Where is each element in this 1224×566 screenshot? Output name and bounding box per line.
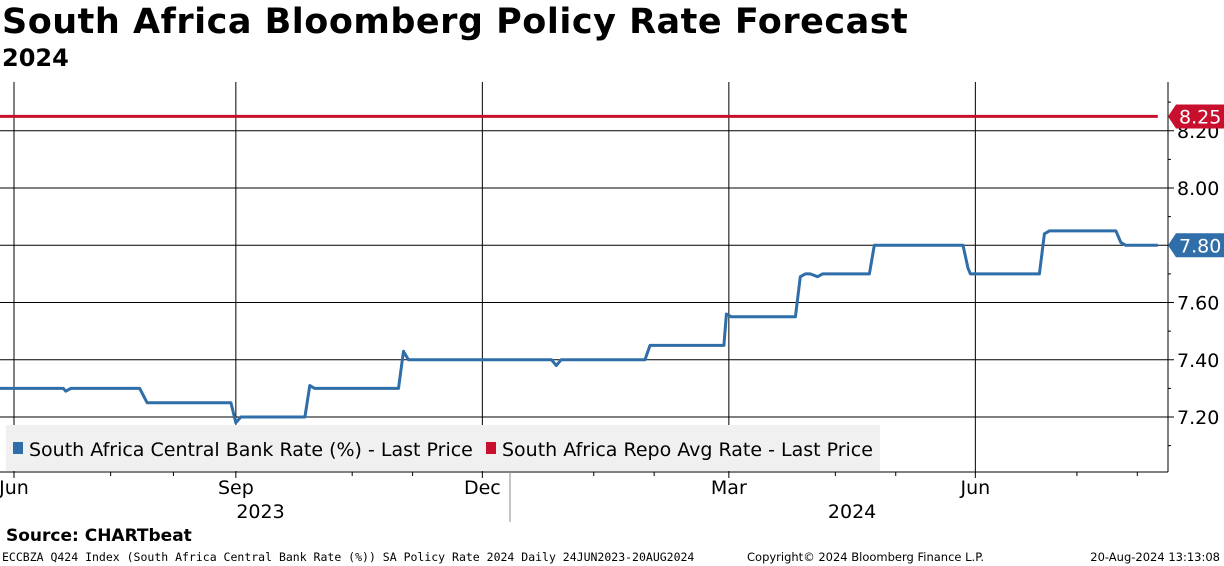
x-tick-label: Jun	[0, 477, 29, 499]
x-tick-label: Mar	[711, 477, 747, 499]
last-value-tag-central-bank: 7.80	[1179, 235, 1221, 257]
x-tick-label: Dec	[464, 477, 501, 499]
source-note: Source: CHARTbeat	[6, 526, 192, 546]
legend-swatch-repo	[486, 442, 496, 454]
last-value-tag-repo: 8.25	[1179, 106, 1221, 128]
year-label: 2024	[828, 501, 876, 523]
legend-label-central-bank: South Africa Central Bank Rate (%) - Las…	[29, 439, 473, 461]
legend-box	[6, 425, 880, 471]
x-tick-label: Sep	[218, 477, 254, 499]
y-tick-label: 7.60	[1177, 293, 1219, 315]
chart-subtitle: 2024	[2, 44, 69, 72]
last-value-tag-central-bank-bg	[1168, 233, 1224, 258]
chart-title: South Africa Bloomberg Policy Rate Forec…	[2, 2, 909, 42]
footer-ticker-info: ECCBZA Q424 Index (South Africa Central …	[2, 550, 695, 564]
y-tick-label: 8.00	[1177, 178, 1219, 200]
footer-copyright: Copyright© 2024 Bloomberg Finance L.P.	[747, 550, 984, 564]
year-label: 2023	[236, 501, 284, 523]
legend-swatch-central-bank	[13, 442, 23, 454]
x-tick-label: Jun	[960, 477, 991, 499]
legend-label-repo: South Africa Repo Avg Rate - Last Price	[502, 439, 873, 461]
series-central-bank-rate-line	[0, 229, 1158, 425]
last-value-tag-repo-bg	[1168, 104, 1224, 129]
y-tick-label: 7.20	[1177, 407, 1219, 429]
y-tick-label: 7.40	[1177, 350, 1219, 372]
footer-timestamp: 20-Aug-2024 13:13:08	[1090, 550, 1220, 564]
